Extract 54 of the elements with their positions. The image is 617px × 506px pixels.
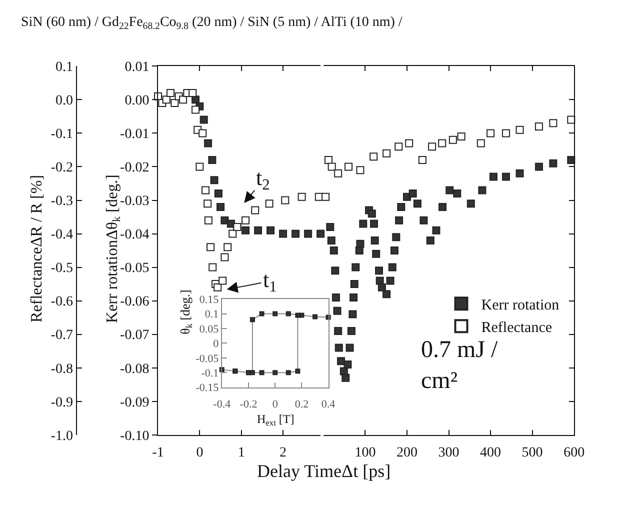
x-tick-label: 2 (280, 446, 287, 461)
y-tick-label: -0.05 (196, 352, 220, 365)
y-tick-label: -0.15 (196, 382, 220, 394)
annotation: 0.7 mJ / cm² (421, 337, 498, 394)
y-tick-label: -0.09 (120, 395, 150, 410)
y-tick-label: 0.00 (124, 94, 150, 109)
x-tick-label: 0.4 (321, 398, 336, 411)
x-tick-label: 300 (438, 446, 460, 461)
y2-tick-label: -0.4 (50, 228, 73, 243)
x-tick-label: 600 (564, 446, 585, 461)
x-tick-label: 500 (522, 446, 543, 461)
y2-tick-label: 0.1 (55, 60, 73, 76)
y-tick-label: -0.07 (120, 328, 150, 344)
y-tick-label: 0.05 (199, 323, 220, 336)
x-tick-label: 200 (396, 446, 418, 461)
y2-tick-label: -0.1 (50, 127, 73, 142)
y-tick-label: -0.1 (201, 367, 219, 380)
y2-tick-label: -0.2 (50, 160, 73, 176)
y2-tick-label: -0.6 (50, 294, 73, 310)
y-tick-label: -0.06 (120, 294, 150, 310)
y2-tick-label: -0.7 (50, 328, 73, 344)
y-tick-label: 0.1 (204, 308, 219, 321)
x-tick-label: -0.4 (213, 398, 232, 411)
y-tick-label: 0.01 (124, 60, 150, 76)
legend-label: Reflectance (481, 320, 552, 336)
y2-tick-label: -0.9 (50, 395, 73, 410)
y2-tick-label: -1.0 (50, 428, 73, 444)
annotation: t$_{2}$ (256, 165, 270, 194)
y-tick-label: -0.08 (120, 362, 150, 377)
y-tick-label: -0.10 (120, 428, 150, 444)
y-tick-label: -0.01 (120, 127, 150, 142)
y-tick-label: -0.03 (120, 194, 150, 210)
x-tick-label: -0.2 (240, 398, 258, 411)
y-tick-label: -0.04 (120, 228, 150, 243)
y-tick-label: 0.15 (199, 294, 220, 306)
y-tick-label: -0.02 (120, 160, 150, 176)
y2-tick-label: -0.8 (50, 362, 73, 377)
legend-label: Kerr rotation (481, 298, 560, 314)
x-tick-label: 1 (238, 446, 245, 461)
x-axis-title: H$_{ext}$ [T] (257, 412, 294, 428)
y-tick-label: -0.05 (120, 261, 150, 276)
x-tick-label: 0 (272, 398, 278, 411)
y-tick-label: 0 (213, 338, 220, 350)
x-tick-label: 0.2 (294, 398, 309, 411)
x-tick-label: 100 (354, 446, 376, 461)
y2-tick-label: -0.5 (50, 261, 73, 276)
x-tick-label: -1 (152, 446, 164, 461)
chart-title: SiN (60 nm) / Gd$_{22}$Fe$_{68.2}$Co$_{9.8}$ (20 nm) / SiN (5 nm) / AlTi (10 nm) / (21, 15, 402, 32)
y2-tick-label: 0.0 (55, 94, 73, 109)
x-axis-title: Delay TimeΔt [ps] (257, 461, 391, 481)
y2-axis-title: ReflectanceΔR / R [%] (28, 174, 46, 323)
annotation: t$_{1}$ (263, 267, 277, 296)
y2-tick-label: -0.3 (50, 194, 73, 210)
x-tick-label: 400 (480, 446, 502, 461)
